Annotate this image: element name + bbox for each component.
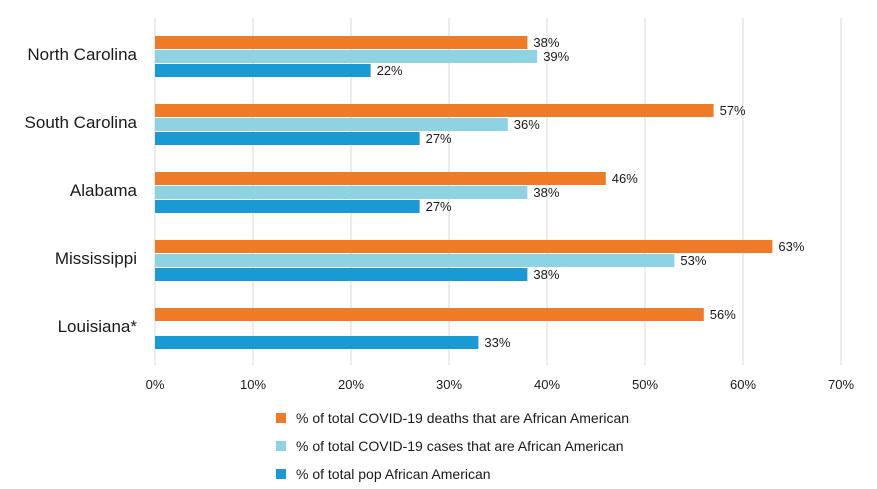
bar <box>155 186 528 199</box>
x-tick-label: 70% <box>828 377 854 392</box>
bar <box>155 118 508 131</box>
legend-label: % of total COVID-19 cases that are Afric… <box>296 438 624 454</box>
data-label: 36% <box>514 117 540 132</box>
legend-swatch <box>276 469 286 479</box>
x-tick-label: 10% <box>240 377 266 392</box>
data-label: 38% <box>533 267 559 282</box>
category-label: Mississippi <box>55 249 137 268</box>
category-label: Louisiana* <box>58 317 138 336</box>
data-label: 27% <box>426 131 452 146</box>
legend-swatch <box>276 441 286 451</box>
bar <box>155 132 420 145</box>
legend-swatch <box>276 413 286 423</box>
bar <box>155 308 704 321</box>
data-label: 27% <box>426 199 452 214</box>
data-label: 46% <box>612 171 638 186</box>
x-axis-tick-labels: 0% 10% 20% 30% 40% 50% 60% 70% <box>146 377 855 392</box>
x-tick-label: 40% <box>534 377 560 392</box>
legend-label: % of total COVID-19 deaths that are Afri… <box>296 410 629 426</box>
x-tick-label: 0% <box>146 377 165 392</box>
data-label: 53% <box>680 253 706 268</box>
bar <box>155 254 675 267</box>
bar <box>155 50 538 63</box>
bar <box>155 104 714 117</box>
category-label: Alabama <box>70 181 138 200</box>
x-tick-label: 50% <box>632 377 658 392</box>
data-label: 38% <box>533 185 559 200</box>
legend-label: % of total pop African American <box>296 466 491 482</box>
data-label: 22% <box>377 63 403 78</box>
data-label: 33% <box>484 335 510 350</box>
bar <box>155 336 479 349</box>
x-tick-label: 20% <box>338 377 364 392</box>
bar <box>155 64 371 77</box>
data-label: 39% <box>543 49 569 64</box>
category-labels: North Carolina South Carolina Alabama Missi… <box>25 45 138 336</box>
bar <box>155 36 528 49</box>
bar <box>155 268 528 281</box>
data-label: 56% <box>710 307 736 322</box>
data-label: 63% <box>778 239 804 254</box>
bars: 38%39%22%57%36%27%46%38%27%63%53%38%56%3… <box>155 35 805 350</box>
x-tick-label: 30% <box>436 377 462 392</box>
category-label: South Carolina <box>25 113 138 132</box>
bar <box>155 240 773 253</box>
data-label: 38% <box>533 35 559 50</box>
x-tick-label: 60% <box>730 377 756 392</box>
category-label: North Carolina <box>27 45 137 64</box>
data-label: 57% <box>720 103 746 118</box>
bar <box>155 200 420 213</box>
bar <box>155 172 606 185</box>
legend: % of total COVID-19 deaths that are Afri… <box>276 410 629 482</box>
